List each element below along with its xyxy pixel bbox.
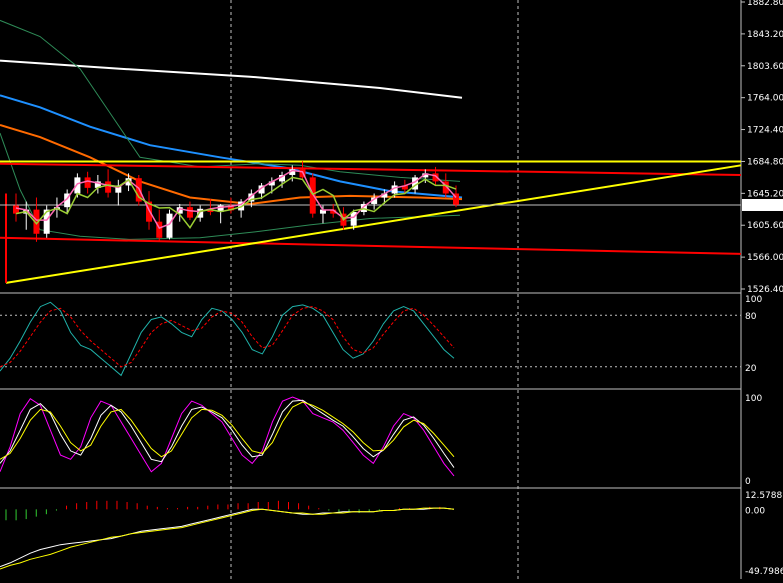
indicator-tick-label: 100 <box>745 295 762 305</box>
candle-body <box>360 203 367 213</box>
price-axis: 1882.80 1843.20 1803.60 1764.00 1724.40 1684.… <box>741 0 783 577</box>
candle-body <box>197 208 204 218</box>
candle-body <box>391 185 398 194</box>
price-tick-label: 1566.00 <box>747 253 783 263</box>
indicator-tick-label: 80 <box>745 312 757 322</box>
candle-body <box>258 185 265 194</box>
candle-body <box>309 177 316 214</box>
candle-body <box>176 207 183 214</box>
oscillator-yellow-line <box>0 401 455 460</box>
candle-body <box>248 193 255 202</box>
trend-line-red-lower <box>0 236 742 255</box>
price-tick-label: 1526.40 <box>747 285 783 295</box>
candle-body <box>289 169 296 175</box>
candle-body <box>84 177 91 188</box>
candle-body <box>279 174 286 182</box>
trend-line-yellow-rising <box>5 164 742 284</box>
stochastic-main-line <box>0 301 455 377</box>
candle-body <box>105 181 112 193</box>
ma-white-line <box>0 59 463 99</box>
price-tick-label: 1645.20 <box>747 189 783 199</box>
candle-body <box>33 209 40 234</box>
candle-body <box>432 173 439 182</box>
candle-body <box>94 181 101 188</box>
candle-body <box>422 173 429 178</box>
indicator-tick-label: 20 <box>745 364 757 374</box>
candle-body <box>156 221 163 238</box>
macd-signal-line <box>0 507 455 570</box>
candle-body <box>412 177 419 190</box>
current-price-label: 1630.72 <box>745 201 782 211</box>
bollinger-lower <box>0 132 461 240</box>
candle-body <box>13 205 19 214</box>
candle-body <box>74 177 81 194</box>
candle-body <box>330 209 337 214</box>
candle-body <box>268 181 275 186</box>
indicator-tick-label: 0 <box>745 477 751 487</box>
current-price-box <box>742 198 783 211</box>
candle-body <box>43 209 50 234</box>
candle-body <box>442 181 449 194</box>
oscillator-white-line <box>0 399 455 468</box>
candle-body <box>401 185 408 190</box>
macd-pane[interactable] <box>0 500 460 570</box>
indicator-tick-label: 100 <box>745 394 762 404</box>
indicator-tick-label: 12.57887 <box>745 491 783 501</box>
ma-blue-line <box>0 94 463 199</box>
price-tick-label: 1764.00 <box>747 94 783 104</box>
oscillator-pane[interactable] <box>0 396 455 477</box>
price-tick-label: 1803.60 <box>747 62 783 72</box>
candle-body <box>64 193 71 208</box>
candle-body <box>453 193 459 205</box>
indicator-tick-label: 0.00 <box>745 506 765 516</box>
ma-pink-line <box>15 169 457 230</box>
candle-body <box>319 209 326 214</box>
stochastic-signal-line <box>0 306 455 368</box>
price-tick-label: 1605.60 <box>747 221 783 231</box>
stochastic-pane[interactable] <box>0 301 741 377</box>
candle-body <box>146 201 153 222</box>
ma-green-line <box>15 176 457 230</box>
price-tick-label: 1724.40 <box>747 126 783 136</box>
candle-body <box>371 197 378 204</box>
price-tick-label: 1882.80 <box>747 0 783 8</box>
candle-body <box>125 178 132 186</box>
indicator-tick-label: -49.7986 <box>745 567 783 577</box>
candle-body <box>166 213 173 238</box>
price-tick-label: 1684.80 <box>747 157 783 167</box>
main-price-pane[interactable] <box>0 19 742 284</box>
candle-body <box>217 205 224 213</box>
candle-body <box>186 207 193 218</box>
candle-body <box>227 205 234 211</box>
candle-body <box>350 212 357 226</box>
candle-body <box>207 208 214 213</box>
price-tick-label: 1843.20 <box>747 30 783 40</box>
candle-body <box>381 193 388 198</box>
pane-frame <box>0 0 742 579</box>
candle-body <box>115 185 122 193</box>
trend-line-red-upper <box>0 162 742 176</box>
